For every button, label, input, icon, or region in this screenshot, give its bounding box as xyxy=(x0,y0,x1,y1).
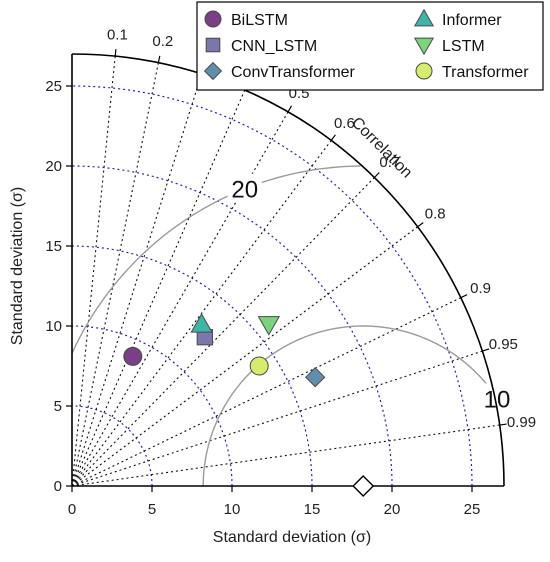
correlation-tick xyxy=(482,348,490,352)
correlation-ray-0 xyxy=(71,56,116,487)
correlation-tick xyxy=(460,294,468,299)
legend-marker xyxy=(413,37,435,56)
correlation-ray-7 xyxy=(71,226,418,487)
correlation-tick xyxy=(114,49,117,57)
correlation-ray-3 xyxy=(71,89,246,487)
correlation-ray-10 xyxy=(71,424,500,487)
y-tick-label: 0 xyxy=(54,478,62,495)
std-arc-20 xyxy=(71,165,393,487)
rms-label-bg-0 xyxy=(227,173,262,202)
correlation-tick-label: 0.9 xyxy=(470,280,491,297)
correlation-tick xyxy=(157,55,161,63)
legend-marker xyxy=(205,37,221,53)
std-arc-25 xyxy=(71,85,473,487)
reference-point xyxy=(352,475,375,497)
correlation-axis-title: Correlation xyxy=(348,114,415,181)
rms-arc-20 xyxy=(71,165,361,354)
correlation-tick xyxy=(417,222,424,228)
y-axis-title: Standard deviation (σ) xyxy=(9,187,26,345)
data-point-transformer xyxy=(249,356,269,376)
data-point-informer xyxy=(190,313,213,333)
x-tick-label: 10 xyxy=(224,501,241,518)
correlation-tick-label: 0.1 xyxy=(107,26,128,43)
x-tick-label: 5 xyxy=(148,501,156,518)
x-tick-label: 25 xyxy=(464,501,481,518)
y-tick-label: 20 xyxy=(45,158,62,175)
outer-arc xyxy=(71,53,505,487)
correlation-tick-label: 0.7 xyxy=(379,154,400,171)
x-tick-label: 0 xyxy=(68,501,76,518)
correlation-tick xyxy=(287,105,293,113)
legend-label: ConvTransformer xyxy=(231,64,356,81)
data-point-lstm xyxy=(257,316,281,336)
y-tick-label: 5 xyxy=(54,398,62,415)
correlation-tick-label: 0.2 xyxy=(152,33,173,50)
y-tick-label: 25 xyxy=(45,78,62,95)
x-tick-label: 20 xyxy=(384,501,401,518)
legend-box xyxy=(196,1,544,91)
rms-arc-10 xyxy=(202,325,495,486)
x-tick-label: 15 xyxy=(304,501,321,518)
correlation-ray-1 xyxy=(71,62,159,487)
data-point-bilstm xyxy=(123,346,143,366)
std-arc-5 xyxy=(71,405,153,487)
data-point-convtransformer xyxy=(305,367,326,388)
correlation-tick xyxy=(330,134,336,141)
legend-label: LSTM xyxy=(442,38,485,55)
rms-label: 20 xyxy=(231,177,258,204)
legend-label: Informer xyxy=(442,12,502,29)
correlation-tick-label: 0.8 xyxy=(425,206,446,223)
correlation-tick-label: 0.99 xyxy=(507,414,536,431)
y-tick-label: 15 xyxy=(45,238,62,255)
legend-marker xyxy=(204,10,222,28)
x-axis-title: Standard deviation (σ) xyxy=(213,529,371,546)
legend-label: Transformer xyxy=(442,64,529,81)
legend-marker xyxy=(203,61,223,81)
y-tick-label: 10 xyxy=(45,318,62,335)
legend-marker xyxy=(415,62,433,80)
correlation-ray-6 xyxy=(71,177,375,487)
correlation-tick xyxy=(373,172,380,178)
legend-label: CNN_LSTM xyxy=(231,38,317,55)
correlation-ray-9 xyxy=(71,350,483,487)
legend-marker xyxy=(413,8,435,27)
legend-label: BiLSTM xyxy=(231,12,288,29)
std-arc-10 xyxy=(71,325,233,487)
correlation-tick xyxy=(499,423,507,426)
correlation-tick-label: 0.6 xyxy=(334,115,355,132)
correlation-ray-2 xyxy=(71,73,203,487)
correlation-tick-label: 0.95 xyxy=(489,336,518,353)
